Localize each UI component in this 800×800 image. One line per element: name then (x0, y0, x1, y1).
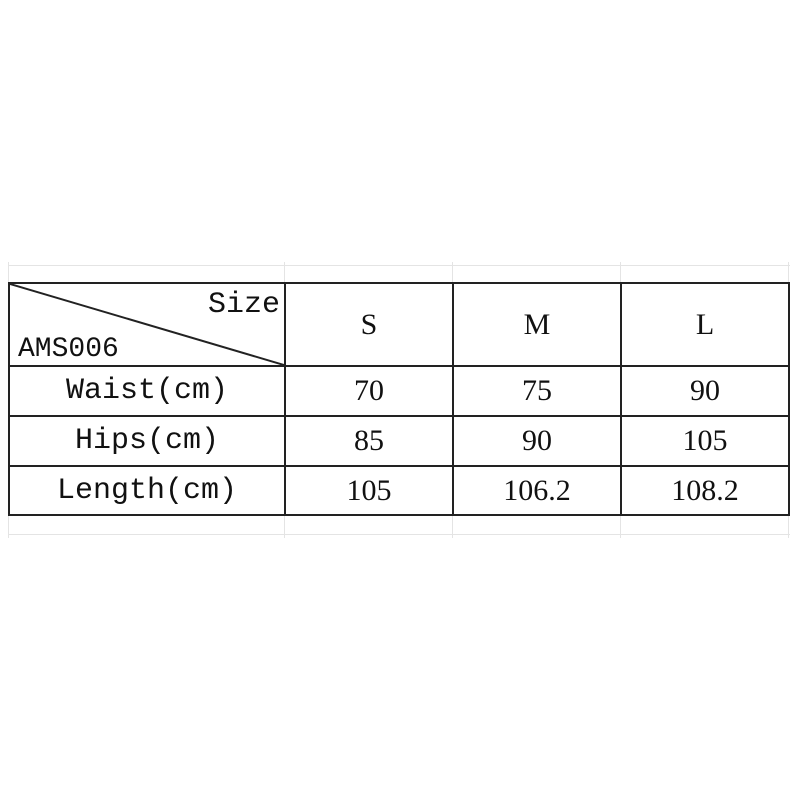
gridline (8, 265, 790, 266)
cell: 90 (452, 415, 622, 467)
cell: 108.2 (620, 465, 790, 516)
cell: 75 (452, 365, 622, 417)
gridline (8, 534, 790, 535)
header-row: Size AMS006 S M L (8, 282, 790, 367)
cell: 105 (284, 465, 454, 516)
corner-cell: Size AMS006 (8, 282, 286, 367)
table-row: Length(cm) 105 106.2 108.2 (8, 465, 790, 516)
size-header-m: M (452, 282, 622, 367)
row-label: Hips(cm) (8, 415, 286, 467)
table-row: Waist(cm) 70 75 90 (8, 365, 790, 417)
size-header-l: L (620, 282, 790, 367)
row-label: Length(cm) (8, 465, 286, 516)
cell: 85 (284, 415, 454, 467)
cell: 90 (620, 365, 790, 417)
size-header-s: S (284, 282, 454, 367)
cell: 70 (284, 365, 454, 417)
cell: 106.2 (452, 465, 622, 516)
diagonal-line (10, 284, 284, 365)
size-label: Size (207, 288, 280, 322)
table-row: Hips(cm) 85 90 105 (8, 415, 790, 467)
cell: 105 (620, 415, 790, 467)
row-label: Waist(cm) (8, 365, 286, 417)
size-chart-table: Size AMS006 S M L Waist(cm) 70 75 90 Hip… (8, 282, 790, 516)
product-code: AMS006 (18, 334, 119, 365)
